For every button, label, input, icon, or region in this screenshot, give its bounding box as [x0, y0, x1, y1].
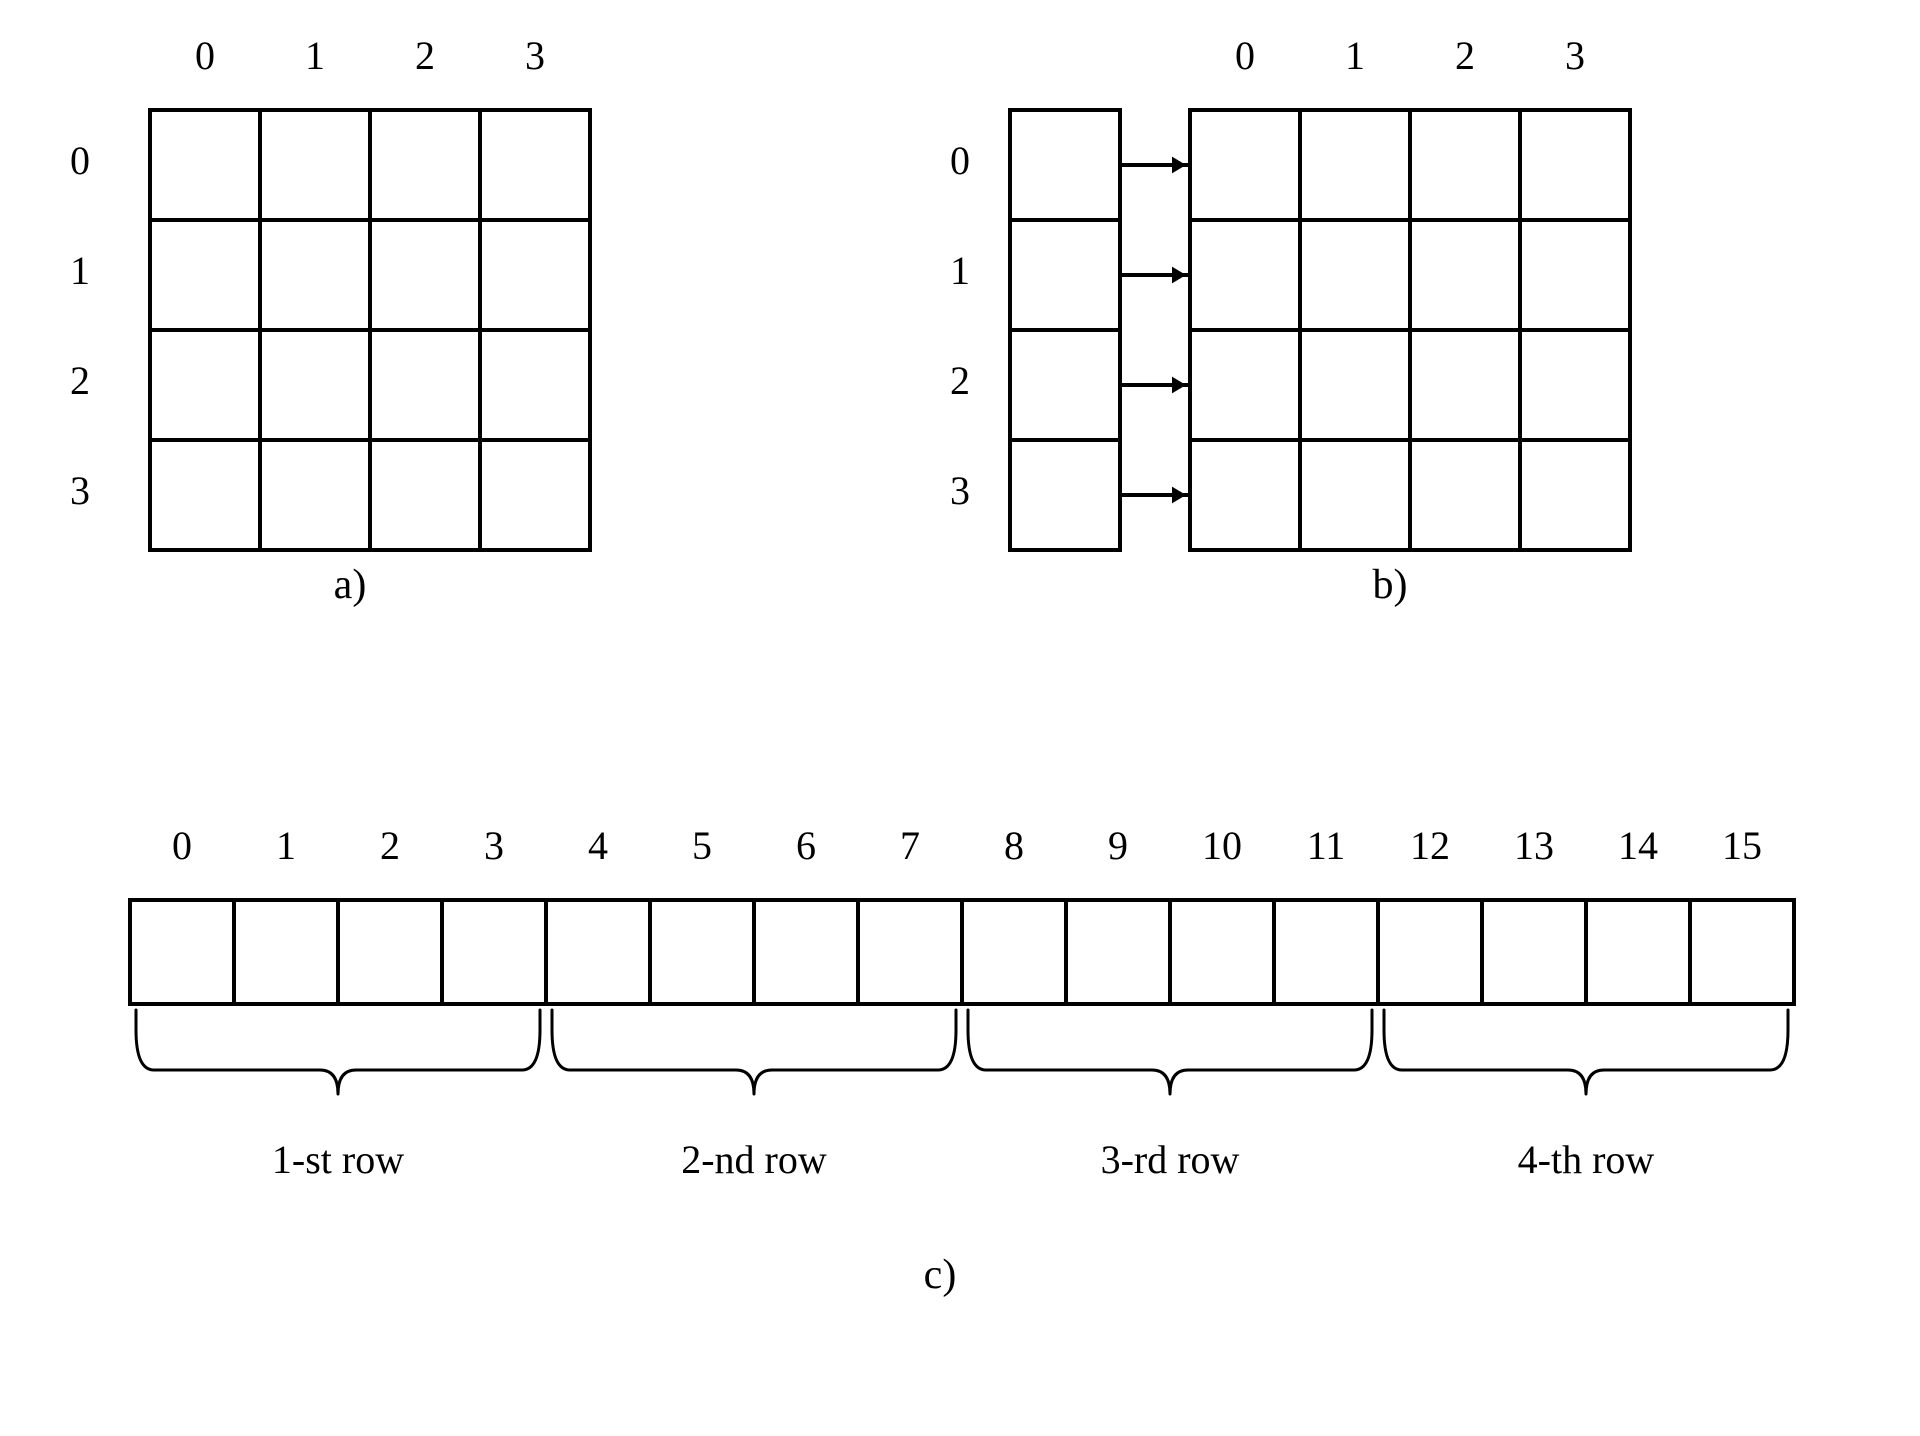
- panel-b-caption: b): [1290, 561, 1490, 609]
- panel-b-row-0: 0: [860, 137, 1060, 184]
- panel-b-col-3: 3: [1475, 32, 1675, 79]
- panel-a-row-1: 1: [0, 247, 180, 294]
- panel-c-brace-label-1: 2-nd row: [654, 1136, 854, 1183]
- panel-a-row-2: 2: [0, 357, 180, 404]
- svg-layer: [0, 0, 1920, 1436]
- panel-c-brace-label-0: 1-st row: [238, 1136, 438, 1183]
- diagram-root: 01230123a)01230123b)01234567891011121314…: [0, 0, 1920, 1436]
- panel-b-row-2: 2: [860, 357, 1060, 404]
- panel-c-caption: c): [840, 1251, 1040, 1299]
- panel-b-row-1: 1: [860, 247, 1060, 294]
- panel-c-idx-15: 15: [1642, 822, 1842, 869]
- panel-b-row-3: 3: [860, 467, 1060, 514]
- panel-c-brace-label-3: 4-th row: [1486, 1136, 1686, 1183]
- panel-a-row-3: 3: [0, 467, 180, 514]
- panel-a-row-0: 0: [0, 137, 180, 184]
- panel-a-col-3: 3: [435, 32, 635, 79]
- panel-a-caption: a): [250, 561, 450, 609]
- panel-c-brace-label-2: 3-rd row: [1070, 1136, 1270, 1183]
